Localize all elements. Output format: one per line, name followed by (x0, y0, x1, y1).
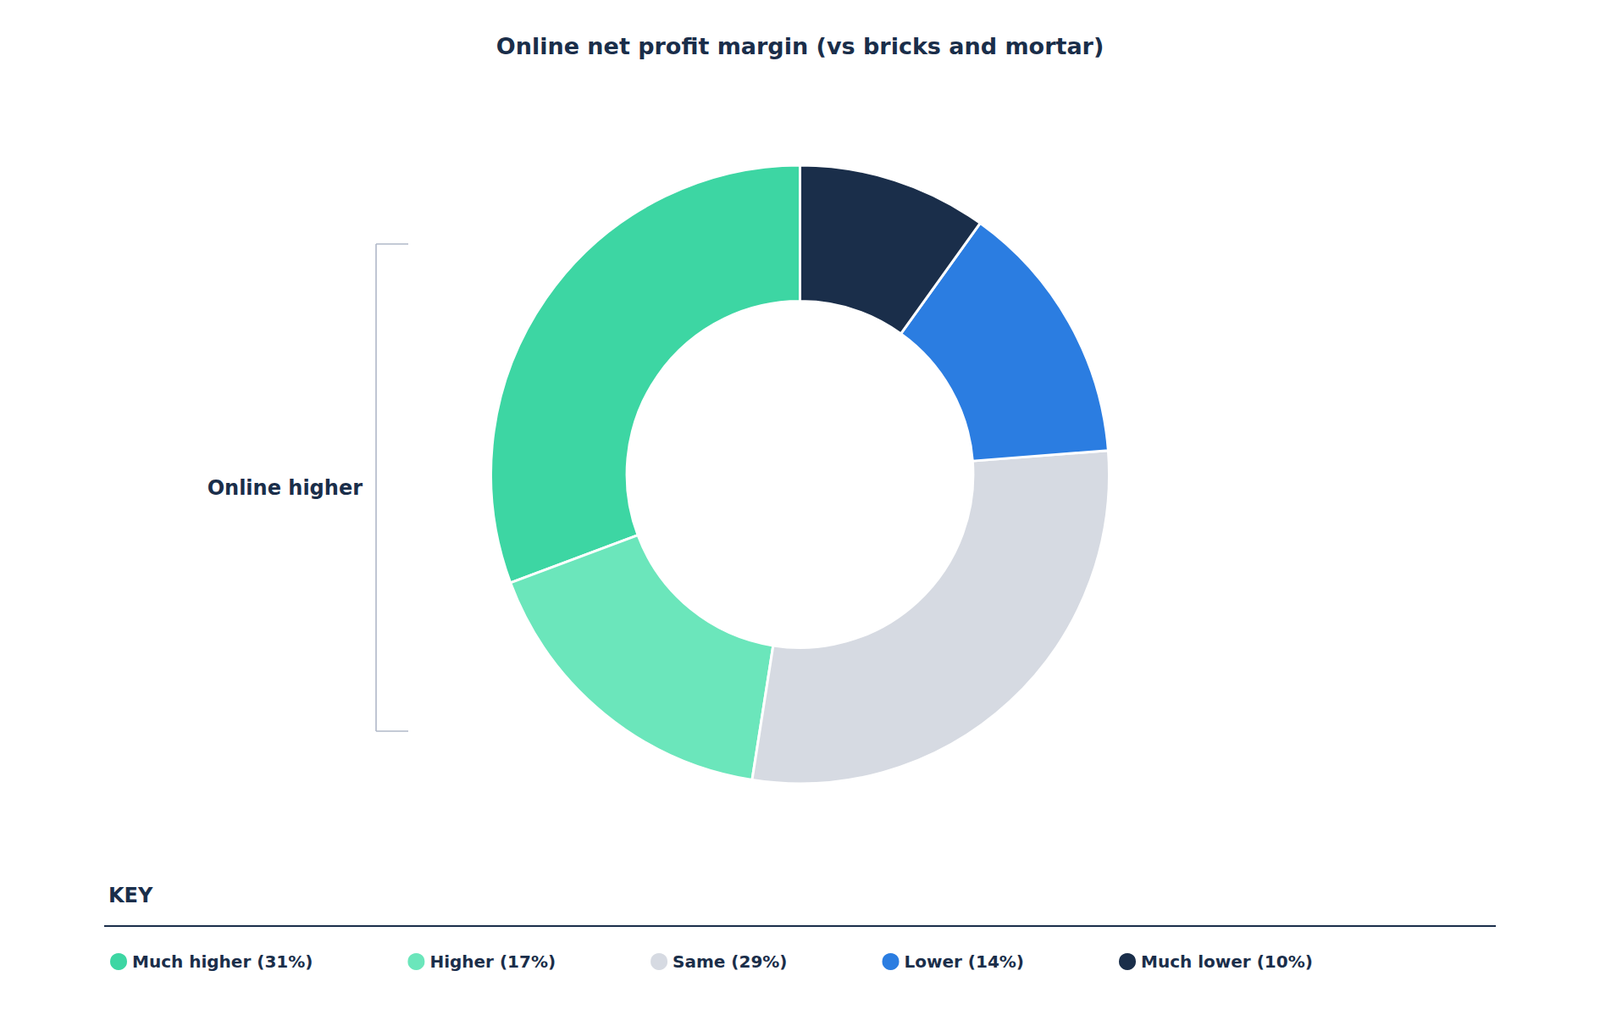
svg-text:Online higher: Online higher (207, 476, 364, 500)
svg-text:Online net profit margin (vs b: Online net profit margin (vs bricks and … (496, 33, 1105, 60)
svg-text:Much higher (31%): Much higher (31%) (132, 951, 313, 972)
svg-text:Higher (17%): Higher (17%) (429, 951, 556, 972)
svg-text:KEY: KEY (108, 883, 154, 908)
svg-text:Much lower (10%): Much lower (10%) (1140, 951, 1313, 972)
svg-text:Same (29%): Same (29%) (672, 951, 787, 972)
svg-text:Lower (14%): Lower (14%) (904, 951, 1025, 972)
